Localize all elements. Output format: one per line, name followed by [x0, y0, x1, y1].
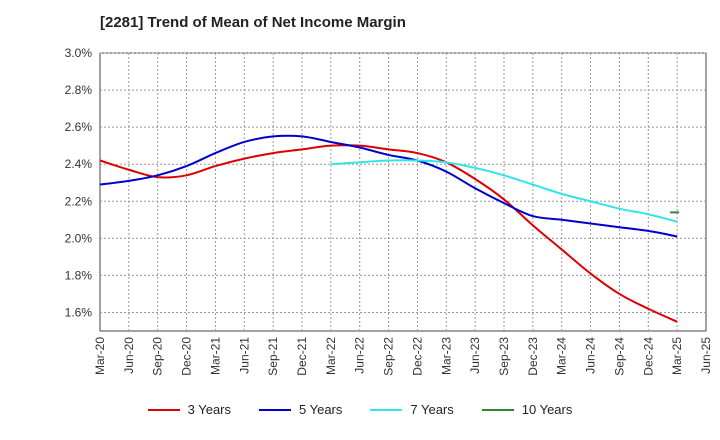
x-tick-label: Jun-21	[237, 337, 251, 374]
y-tick-label: 2.4%	[65, 157, 93, 171]
plot-area	[99, 52, 707, 332]
x-tick-label: Sep-24	[612, 337, 626, 376]
x-tick-label: Dec-23	[526, 337, 540, 376]
legend-swatch-5-years	[259, 408, 291, 411]
legend-swatch-7-years	[370, 408, 403, 411]
y-tick-label: 2.6%	[65, 120, 93, 134]
x-axis-ticks: Mar-20 Jun-20 Sep-20 Dec-20 Mar-21 Jun-21 Sep-…	[93, 337, 713, 376]
legend-item-7-years: 7 Years	[370, 402, 454, 417]
legend-label: 7 Years	[410, 402, 454, 417]
x-tick-label: Sep-23	[497, 337, 511, 376]
x-tick-label: Jun-25	[699, 337, 713, 374]
x-tick-label: Sep-21	[266, 337, 280, 376]
legend-label: 3 Years	[187, 402, 231, 417]
series-line-3-years	[99, 144, 678, 323]
x-tick-label: Jun-20	[122, 337, 136, 374]
y-tick-label: 2.8%	[65, 83, 93, 97]
x-tick-label: Sep-22	[382, 337, 396, 376]
x-tick-label: Dec-21	[295, 337, 309, 376]
y-tick-label: 1.6%	[65, 305, 93, 319]
legend-item-5-years: 5 Years	[259, 402, 342, 417]
series-lines	[99, 134, 680, 323]
y-axis-ticks: 1.6% 1.8% 2.0% 2.2% 2.4% 2.6% 2.8% 3.0%	[65, 46, 93, 319]
x-tick-label: Mar-23	[439, 337, 453, 375]
y-tick-label: 3.0%	[65, 46, 93, 60]
grid-lines	[100, 52, 706, 331]
x-tick-label: Mar-20	[93, 337, 107, 375]
x-tick-label: Jun-24	[584, 337, 598, 374]
legend-item-10-years: 10 Years	[481, 402, 573, 417]
x-tick-label: Sep-20	[151, 337, 165, 376]
y-tick-label: 2.2%	[65, 194, 93, 208]
series-line-5-years	[99, 134, 678, 238]
x-tick-label: Mar-25	[670, 337, 684, 375]
x-tick-label: Mar-22	[324, 337, 338, 375]
y-tick-label: 2.0%	[65, 231, 93, 245]
x-tick-label: Mar-24	[555, 337, 569, 375]
series-line-7-years	[330, 159, 678, 223]
x-tick-label: Mar-21	[208, 337, 222, 375]
x-tick-label: Dec-20	[180, 337, 194, 376]
legend-item-3-years: 3 Years	[147, 402, 231, 417]
x-tick-label: Dec-24	[641, 337, 655, 376]
x-tick-label: Dec-22	[410, 337, 424, 376]
legend: 3 Years 5 Years 7 Years 10 Years	[0, 402, 720, 417]
x-tick-label: Jun-22	[353, 337, 367, 374]
chart-title: [2281] Trend of Mean of Net Income Margi…	[100, 14, 406, 31]
x-tick-label: Jun-23	[468, 337, 482, 374]
legend-label: 5 Years	[299, 402, 343, 417]
legend-label: 10 Years	[521, 402, 573, 417]
legend-swatch-3-years	[147, 408, 180, 411]
y-tick-label: 1.8%	[65, 268, 93, 282]
legend-swatch-10-years	[481, 408, 514, 411]
